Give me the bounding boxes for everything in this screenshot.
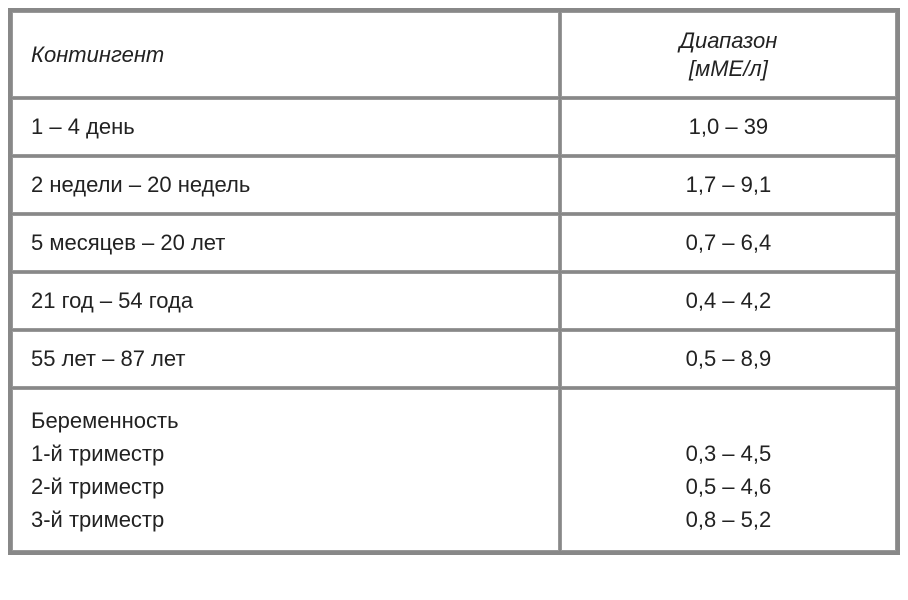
header-range-line1: Диапазон [679,28,777,53]
table-header-row: Контингент Диапазон [мМЕ/л] [12,12,896,97]
row-range: 1,7 – 9,1 [561,157,896,213]
table-row: 2 недели – 20 недель 1,7 – 9,1 [12,157,896,213]
table-row: 5 месяцев – 20 лет 0,7 – 6,4 [12,215,896,271]
row-range: 0,7 – 6,4 [561,215,896,271]
pregnancy-range-spacer [580,404,877,437]
reference-table: Контингент Диапазон [мМЕ/л] 1 – 4 день 1… [8,8,900,555]
pregnancy-line-range: 0,5 – 4,6 [580,470,877,503]
pregnancy-line-label: 1-й триместр [31,437,540,470]
pregnancy-title: Беременность [31,404,540,437]
table-row-pregnancy: Беременность 1-й триместр 2-й триместр 3… [12,389,896,551]
pregnancy-label-cell: Беременность 1-й триместр 2-й триместр 3… [12,389,559,551]
pregnancy-line-label: 3-й триместр [31,503,540,536]
row-label: 2 недели – 20 недель [12,157,559,213]
row-label: 55 лет – 87 лет [12,331,559,387]
row-label: 5 месяцев – 20 лет [12,215,559,271]
pregnancy-line-range: 0,3 – 4,5 [580,437,877,470]
table-row: 55 лет – 87 лет 0,5 – 8,9 [12,331,896,387]
row-range: 0,5 – 8,9 [561,331,896,387]
pregnancy-line-label: 2-й триместр [31,470,540,503]
row-label: 21 год – 54 года [12,273,559,329]
header-range-cell: Диапазон [мМЕ/л] [561,12,896,97]
header-range-line2: [мМЕ/л] [689,56,768,81]
header-label-cell: Контингент [12,12,559,97]
row-range: 1,0 – 39 [561,99,896,155]
row-range: 0,4 – 4,2 [561,273,896,329]
pregnancy-line-range: 0,8 – 5,2 [580,503,877,536]
row-label: 1 – 4 день [12,99,559,155]
table-row: 1 – 4 день 1,0 – 39 [12,99,896,155]
table-row: 21 год – 54 года 0,4 – 4,2 [12,273,896,329]
pregnancy-range-cell: 0,3 – 4,5 0,5 – 4,6 0,8 – 5,2 [561,389,896,551]
